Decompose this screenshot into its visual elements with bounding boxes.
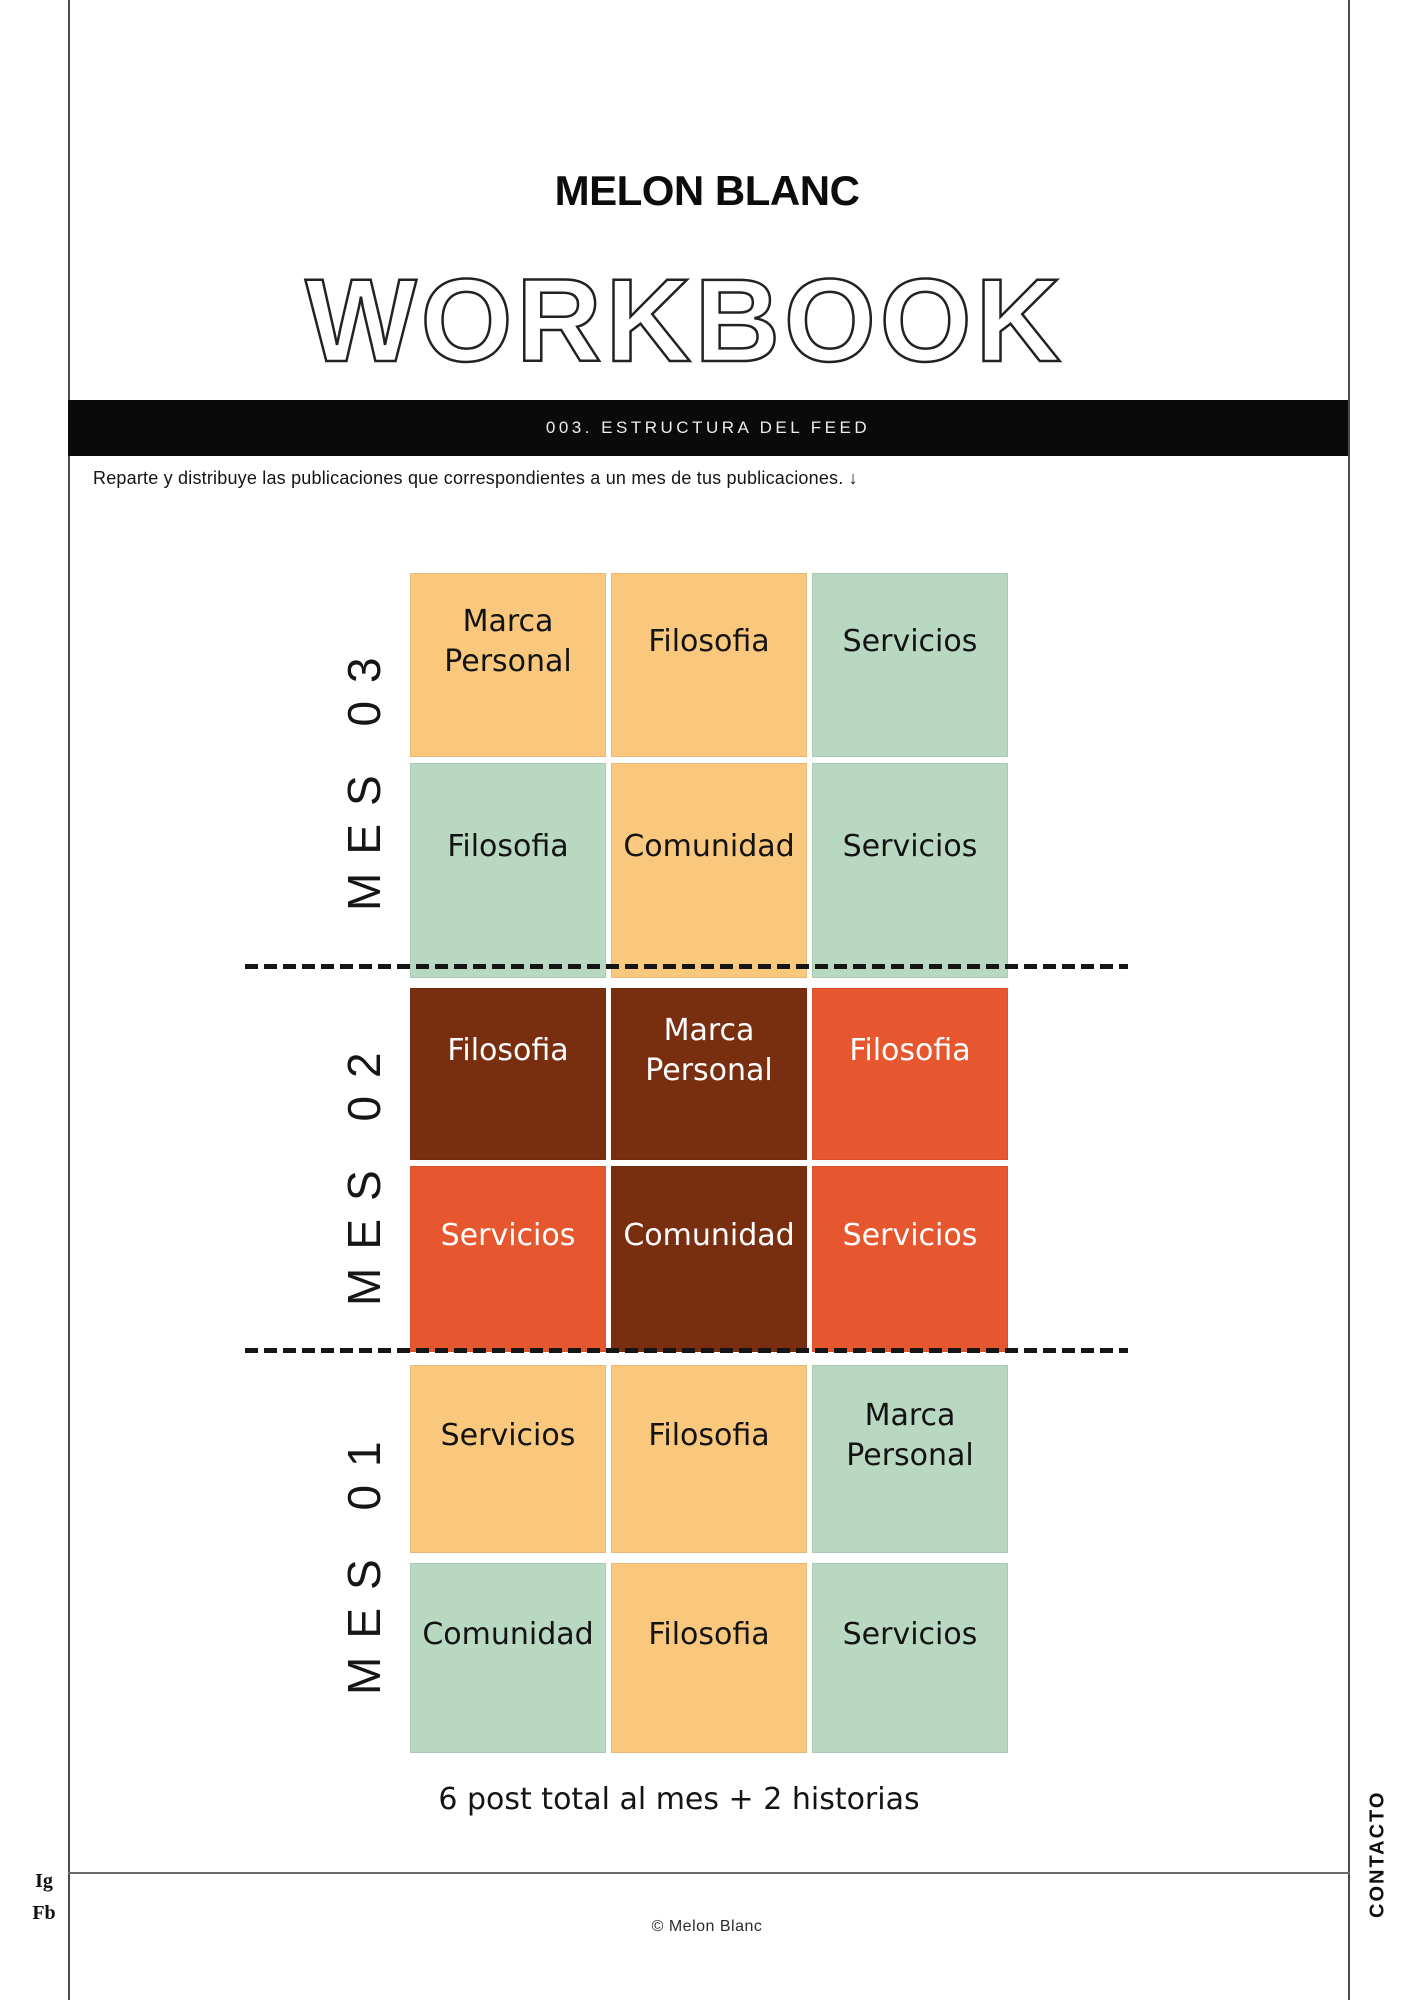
- feed-row: Comunidad Filosofia Servicios: [410, 1563, 1008, 1753]
- footer-divider: [68, 1872, 1350, 1874]
- month-block: MES 03 Marca Personal Filosofia Servicios Fi…: [338, 573, 1008, 978]
- feed-cell-servicios: Servicios: [812, 763, 1008, 978]
- feed-cell-filosofia: Filosofia: [410, 988, 606, 1160]
- feed-cell-filosofia: Filosofia: [611, 1563, 807, 1753]
- feed-cell-comunidad: Comunidad: [410, 1563, 606, 1753]
- feed-cell-label: Servicios: [440, 1217, 576, 1253]
- feed-cell-filosofia: Filosofia: [812, 988, 1008, 1160]
- month-label: MES 02: [338, 1034, 390, 1306]
- brand-title: MELON BLANC: [554, 167, 860, 214]
- copyright-text: © Melon Blanc: [651, 1918, 763, 1935]
- feed-cell-label: Filosofia: [849, 1032, 971, 1068]
- section-banner: 003. ESTRUCTURA DEL FEED: [68, 400, 1348, 456]
- feed-cell-label: Filosofia: [447, 1032, 569, 1068]
- feed-cell-label: Filosofia: [648, 1616, 770, 1652]
- month-separator-dashed-line-top: [245, 964, 1128, 969]
- feed-cell-label: Comunidad: [422, 1616, 594, 1652]
- feed-cell-servicios: Servicios: [812, 1166, 1008, 1352]
- feed-cell-marca-personal: Marca Personal: [410, 573, 606, 757]
- feed-cell-label: Servicios: [842, 829, 978, 865]
- feed-cell-label: Comunidad: [623, 829, 795, 865]
- post-summary-text: 6 post total al mes + 2 historias: [438, 1782, 920, 1817]
- page-left-border: [68, 0, 70, 2000]
- feed-cell-servicios: Servicios: [410, 1365, 606, 1553]
- feed-cell-label: Marca Personal: [645, 1012, 773, 1089]
- feed-cell-label: Servicios: [842, 1217, 978, 1253]
- instruction-text: Reparte y distribuye las publicaciones q…: [93, 468, 858, 488]
- workbook-display-title: WORKBOOK: [304, 255, 1065, 387]
- contact-link[interactable]: CONTACTO: [1366, 1790, 1389, 1918]
- feed-cell-label: Filosofia: [447, 829, 569, 865]
- feed-cell-servicios: Servicios: [812, 1563, 1008, 1753]
- month-label: MES 01: [338, 1423, 390, 1695]
- feed-cell-servicios: Servicios: [410, 1166, 606, 1352]
- section-banner-label: 003. ESTRUCTURA DEL FEED: [545, 418, 871, 437]
- feed-cell-label: Marca Personal: [846, 1397, 974, 1474]
- feed-cell-comunidad: Comunidad: [611, 763, 807, 978]
- feed-cell-label: Comunidad: [623, 1217, 795, 1253]
- feed-cell-comunidad: Comunidad: [611, 1166, 807, 1352]
- feed-row: Servicios Comunidad Servicios: [410, 1166, 1008, 1352]
- feed-cell-label: Servicios: [842, 1616, 978, 1652]
- feed-cell-servicios: Servicios: [812, 573, 1008, 757]
- month-block: MES 02 Filosofia Marca Personal Filosofia Se…: [338, 988, 1008, 1352]
- feed-cell-marca-personal: Marca Personal: [611, 988, 807, 1160]
- feed-cell-filosofia: Filosofia: [611, 573, 807, 757]
- instagram-link[interactable]: Ig: [35, 1870, 53, 1892]
- feed-cell-marca-personal: Marca Personal: [812, 1365, 1008, 1553]
- feed-row: Servicios Filosofia Marca Personal: [410, 1365, 1008, 1553]
- month-block: MES 01 Servicios Filosofia Marca Personal Co…: [338, 1365, 1008, 1753]
- feed-cell-label: Filosofia: [648, 623, 770, 659]
- feed-row: Filosofia Marca Personal Filosofia: [410, 988, 1008, 1160]
- page-right-border: [1348, 0, 1350, 2000]
- feed-cell-label: Marca Personal: [444, 603, 572, 680]
- feed-row: Marca Personal Filosofia Servicios: [410, 573, 1008, 757]
- feed-cell-filosofia: Filosofia: [611, 1365, 807, 1553]
- facebook-link[interactable]: Fb: [32, 1902, 56, 1924]
- feed-cell-label: Servicios: [842, 623, 978, 659]
- month-separator-dashed-line-bottom: [245, 1348, 1128, 1353]
- month-label: MES 03: [338, 639, 390, 912]
- feed-cell-label: Filosofia: [648, 1417, 770, 1453]
- feed-cell-filosofia: Filosofia: [410, 763, 606, 978]
- feed-row: Filosofia Comunidad Servicios: [410, 763, 1008, 978]
- feed-cell-label: Servicios: [440, 1417, 576, 1453]
